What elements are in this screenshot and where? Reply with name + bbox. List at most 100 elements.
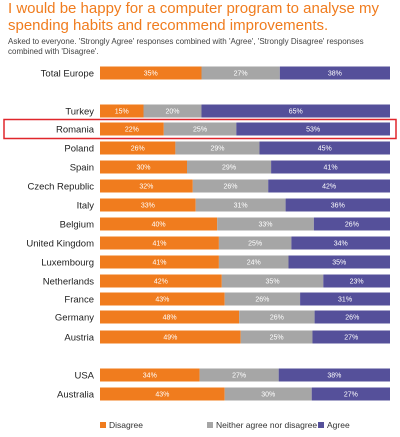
legend-swatch-neither-agree-nor-disagree xyxy=(207,422,213,428)
legend-swatch-disagree xyxy=(100,422,106,428)
category-label-poland: Poland xyxy=(64,143,94,154)
bar-germany-neither-agree-nor-disagree xyxy=(239,310,315,324)
data-label-luxembourg-agree: 35% xyxy=(332,260,346,267)
category-label-czech-republic: Czech Republic xyxy=(27,181,94,192)
chart-subtitle: Asked to everyone. 'Strongly Agree' resp… xyxy=(8,37,364,56)
bar-austria-neither-agree-nor-disagree xyxy=(240,330,313,344)
data-label-czech-republic-disagree: 32% xyxy=(139,184,153,191)
data-label-australia-disagree: 43% xyxy=(155,392,169,399)
data-label-austria-disagree: 49% xyxy=(163,335,177,342)
data-label-usa-agree: 38% xyxy=(327,373,341,380)
highlight-box-romania xyxy=(3,118,397,140)
legend-label-neither-agree-nor-disagree: Neither agree nor disagree xyxy=(216,420,317,430)
bar-total-europe-disagree xyxy=(100,66,202,80)
bar-luxembourg-agree xyxy=(288,255,390,269)
category-label-spain: Spain xyxy=(70,162,94,173)
data-label-poland-neither-agree-nor-disagree: 29% xyxy=(210,146,224,153)
data-label-turkey-disagree: 15% xyxy=(115,109,129,116)
bar-total-europe-agree xyxy=(279,66,390,80)
category-label-united-kingdom: United Kingdom xyxy=(26,238,94,249)
data-label-germany-disagree: 48% xyxy=(163,315,177,322)
category-label-belgium: Belgium xyxy=(60,219,94,230)
category-label-usa: USA xyxy=(74,370,94,381)
legend-swatch-agree xyxy=(318,422,324,428)
bar-spain-agree xyxy=(271,160,390,174)
data-label-spain-disagree: 30% xyxy=(136,165,150,172)
data-label-austria-neither-agree-nor-disagree: 25% xyxy=(270,335,284,342)
bar-netherlands-neither-agree-nor-disagree xyxy=(221,274,324,288)
data-label-total-europe-agree: 38% xyxy=(328,71,342,78)
data-label-turkey-neither-agree-nor-disagree: 20% xyxy=(165,109,179,116)
bar-belgium-disagree xyxy=(100,217,218,231)
bar-united-kingdom-disagree xyxy=(100,236,219,250)
data-label-united-kingdom-neither-agree-nor-disagree: 25% xyxy=(248,241,262,248)
bars-group: Total Europe 35% 27% 38% Turkey 15% 20% 65% Roma… xyxy=(3,66,397,401)
category-label-italy: Italy xyxy=(77,200,95,211)
legend: Disagree Neither agree nor disagree Agree xyxy=(100,420,350,430)
category-label-france: France xyxy=(64,294,94,305)
data-label-total-europe-disagree: 35% xyxy=(144,71,158,78)
category-label-turkey: Turkey xyxy=(65,106,94,117)
category-label-australia: Australia xyxy=(57,389,95,400)
data-label-netherlands-neither-agree-nor-disagree: 35% xyxy=(266,279,280,286)
bar-usa-agree xyxy=(278,368,390,382)
bar-poland-neither-agree-nor-disagree xyxy=(175,141,260,155)
data-label-italy-neither-agree-nor-disagree: 31% xyxy=(234,203,248,210)
category-label-luxembourg: Luxembourg xyxy=(41,257,94,268)
data-label-czech-republic-neither-agree-nor-disagree: 26% xyxy=(223,184,237,191)
data-label-germany-agree: 26% xyxy=(345,315,359,322)
bar-italy-agree xyxy=(285,198,390,212)
bar-belgium-agree xyxy=(313,217,390,231)
data-label-italy-agree: 36% xyxy=(331,203,345,210)
data-label-romania-neither-agree-nor-disagree: 25% xyxy=(193,127,207,134)
data-label-romania-agree: 53% xyxy=(306,127,320,134)
data-label-romania-disagree: 22% xyxy=(125,127,139,134)
legend-label-disagree: Disagree xyxy=(109,420,143,430)
data-label-belgium-neither-agree-nor-disagree: 33% xyxy=(258,222,272,229)
bar-austria-disagree xyxy=(100,330,241,344)
data-label-turkey-agree: 65% xyxy=(289,109,303,116)
bar-france-neither-agree-nor-disagree xyxy=(224,292,301,306)
bar-united-kingdom-agree xyxy=(291,236,390,250)
data-label-spain-neither-agree-nor-disagree: 29% xyxy=(222,165,236,172)
data-label-belgium-disagree: 40% xyxy=(152,222,166,229)
bar-poland-agree xyxy=(259,141,390,155)
bar-czech-republic-disagree xyxy=(100,179,193,193)
data-label-germany-neither-agree-nor-disagree: 26% xyxy=(270,315,284,322)
bar-netherlands-disagree xyxy=(100,274,222,288)
data-label-united-kingdom-agree: 34% xyxy=(334,241,348,248)
category-label-austria: Austria xyxy=(64,332,94,343)
bar-australia-disagree xyxy=(100,387,225,401)
data-label-usa-disagree: 34% xyxy=(143,373,157,380)
bar-usa-disagree xyxy=(100,368,200,382)
bar-spain-disagree xyxy=(100,160,187,174)
bar-australia-agree xyxy=(311,387,390,401)
bar-turkey-neither-agree-nor-disagree xyxy=(143,104,202,118)
data-label-italy-disagree: 33% xyxy=(141,203,155,210)
bar-czech-republic-neither-agree-nor-disagree xyxy=(192,179,269,193)
bar-germany-disagree xyxy=(100,310,240,324)
bar-luxembourg-neither-agree-nor-disagree xyxy=(218,255,289,269)
category-label-germany: Germany xyxy=(55,312,94,323)
data-label-poland-agree: 45% xyxy=(318,146,332,153)
chart-title: I would be happy for a computer program … xyxy=(8,0,380,34)
bar-usa-neither-agree-nor-disagree xyxy=(199,368,279,382)
bar-turkey-agree xyxy=(201,104,390,118)
bar-total-europe-neither-agree-nor-disagree xyxy=(201,66,280,80)
legend-label-agree: Agree xyxy=(327,420,350,430)
bar-france-disagree xyxy=(100,292,225,306)
category-label-netherlands: Netherlands xyxy=(43,276,94,287)
bar-austria-agree xyxy=(312,330,390,344)
data-label-united-kingdom-disagree: 41% xyxy=(152,241,166,248)
bar-italy-disagree xyxy=(100,198,196,212)
bar-romania-disagree xyxy=(100,122,164,136)
bar-belgium-neither-agree-nor-disagree xyxy=(217,217,314,231)
data-label-france-disagree: 43% xyxy=(155,297,169,304)
data-label-total-europe-neither-agree-nor-disagree: 27% xyxy=(234,71,248,78)
data-label-belgium-agree: 26% xyxy=(345,222,359,229)
bar-france-agree xyxy=(300,292,390,306)
data-label-netherlands-disagree: 42% xyxy=(154,279,168,286)
bar-turkey-disagree xyxy=(100,104,144,118)
data-label-australia-agree: 27% xyxy=(344,392,358,399)
